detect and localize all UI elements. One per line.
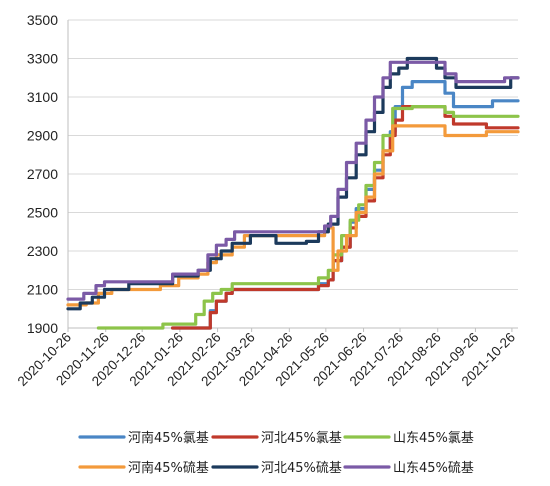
series-line-3 <box>66 124 520 307</box>
y-tick-label: 2700 <box>27 166 58 182</box>
y-tick-label: 3500 <box>27 12 58 28</box>
legend-label-2: 山东45%氯基 <box>393 431 474 446</box>
y-tick-label: 3100 <box>27 89 58 105</box>
legend-label-0: 河南45%氯基 <box>128 430 209 446</box>
y-tick-label: 3300 <box>27 51 58 67</box>
series-line-1 <box>171 105 520 330</box>
series-line-2 <box>96 105 520 330</box>
legend-label-5: 山东45%硫基 <box>393 461 474 476</box>
legend-label-3: 河南45%硫基 <box>128 460 209 476</box>
legend-label-4: 河北45%硫基 <box>261 461 342 476</box>
y-tick-label: 2500 <box>27 205 58 221</box>
y-tick-label: 1900 <box>27 320 58 336</box>
y-tick-label: 2900 <box>27 128 58 144</box>
y-axis-ticks: 1900 2100 2300 2500 2700 2900 3100 3300 3500 <box>27 12 58 336</box>
series-lines <box>66 56 520 330</box>
legend-label-1: 河北45%氯基 <box>261 431 342 446</box>
y-tick-label: 2100 <box>27 282 58 298</box>
y-tick-label: 2300 <box>27 243 58 259</box>
series-line-4 <box>66 56 520 311</box>
x-axis-ticks: 2020-10-262020-11-262020-12-262021-01-26… <box>15 328 518 389</box>
series-line-5 <box>66 60 520 301</box>
